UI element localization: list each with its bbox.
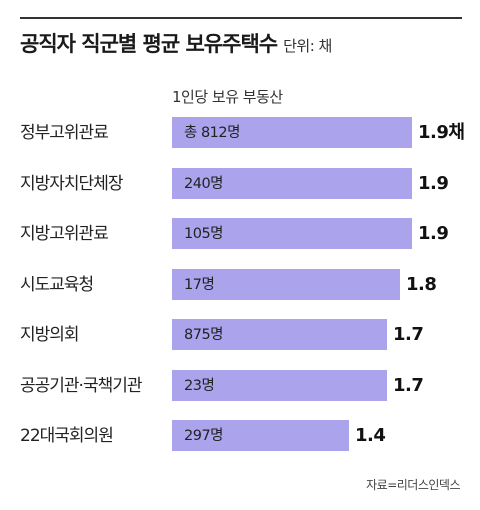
title-row: 공직자 직군별 평균 보유주택수 단위: 채 xyxy=(20,28,332,58)
category-label: 지방고위관료 xyxy=(20,223,109,244)
chart-title: 공직자 직군별 평균 보유주택수 xyxy=(20,32,278,56)
category-label: 지방자치단체장 xyxy=(20,173,123,194)
category-label: 22대국회의원 xyxy=(20,425,114,446)
bar xyxy=(172,370,387,401)
category-label: 정부고위관료 xyxy=(20,122,109,143)
top-rule xyxy=(20,17,462,19)
value-label: 1.9 xyxy=(418,222,449,244)
bar xyxy=(172,218,412,249)
value-label: 1.4 xyxy=(355,424,386,446)
bar xyxy=(172,117,412,148)
bar-count-label: 23명 xyxy=(184,377,215,394)
category-label: 시도교육청 xyxy=(20,274,94,295)
bar xyxy=(172,420,349,451)
column-header: 1인당 보유 부동산 xyxy=(172,88,283,106)
bar-count-label: 총 812명 xyxy=(184,124,240,141)
bar-count-label: 105명 xyxy=(184,225,224,242)
category-label: 지방의회 xyxy=(20,324,80,345)
value-label: 1.9 xyxy=(418,172,449,194)
bar-count-label: 297명 xyxy=(184,427,224,444)
bar xyxy=(172,269,400,300)
value-label: 1.7 xyxy=(393,374,424,396)
bar-count-label: 875명 xyxy=(184,326,224,343)
unit-label: 단위: 채 xyxy=(283,37,332,55)
bar-count-label: 240명 xyxy=(184,175,224,192)
bar xyxy=(172,168,412,199)
value-label: 1.8 xyxy=(406,273,437,295)
category-label: 공공기관·국책기관 xyxy=(20,375,143,396)
bar-count-label: 17명 xyxy=(184,276,215,293)
value-label: 1.7 xyxy=(393,323,424,345)
bar xyxy=(172,319,387,350)
source-note: 자료=리더스인덱스 xyxy=(366,478,460,492)
value-label: 1.9채 xyxy=(418,121,465,143)
